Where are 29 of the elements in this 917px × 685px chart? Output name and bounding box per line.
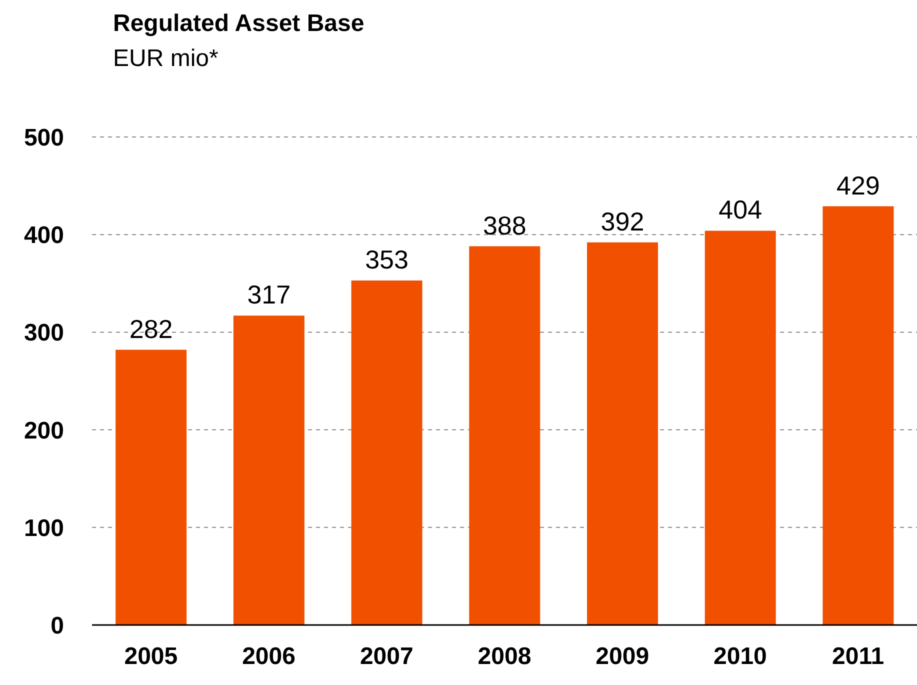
- x-tick-label: 2008: [478, 643, 532, 670]
- y-tick-label: 100: [24, 514, 64, 542]
- y-tick-label: 200: [24, 417, 64, 444]
- data-label: 392: [600, 206, 644, 236]
- y-tick-label: 300: [24, 320, 64, 347]
- bar: [822, 206, 894, 625]
- bar: [233, 316, 304, 625]
- data-label: 429: [836, 170, 880, 200]
- x-tick-label: 2006: [242, 643, 296, 670]
- bar: [351, 280, 422, 625]
- x-tick-label: 2010: [714, 643, 767, 670]
- y-tick-label: 500: [24, 124, 64, 152]
- x-tick-label: 2011: [832, 643, 884, 670]
- bar: [587, 242, 658, 625]
- y-tick-label: 0: [50, 612, 64, 640]
- y-tick-label: 400: [24, 222, 64, 250]
- bar: [704, 230, 776, 625]
- data-label: 353: [365, 244, 408, 274]
- data-label: 388: [482, 210, 526, 240]
- data-label: 404: [718, 194, 762, 225]
- x-tick-label: 2009: [596, 643, 650, 670]
- data-label: 282: [129, 314, 173, 344]
- chart-subtitle: EUR mio*: [113, 45, 218, 73]
- x-tick-label: 2007: [360, 643, 414, 670]
- chart-title: Regulated Asset Base: [113, 10, 364, 38]
- data-label: 317: [247, 280, 291, 310]
- bar: [469, 246, 540, 625]
- bar: [116, 350, 187, 625]
- x-tick-label: 2005: [124, 643, 178, 670]
